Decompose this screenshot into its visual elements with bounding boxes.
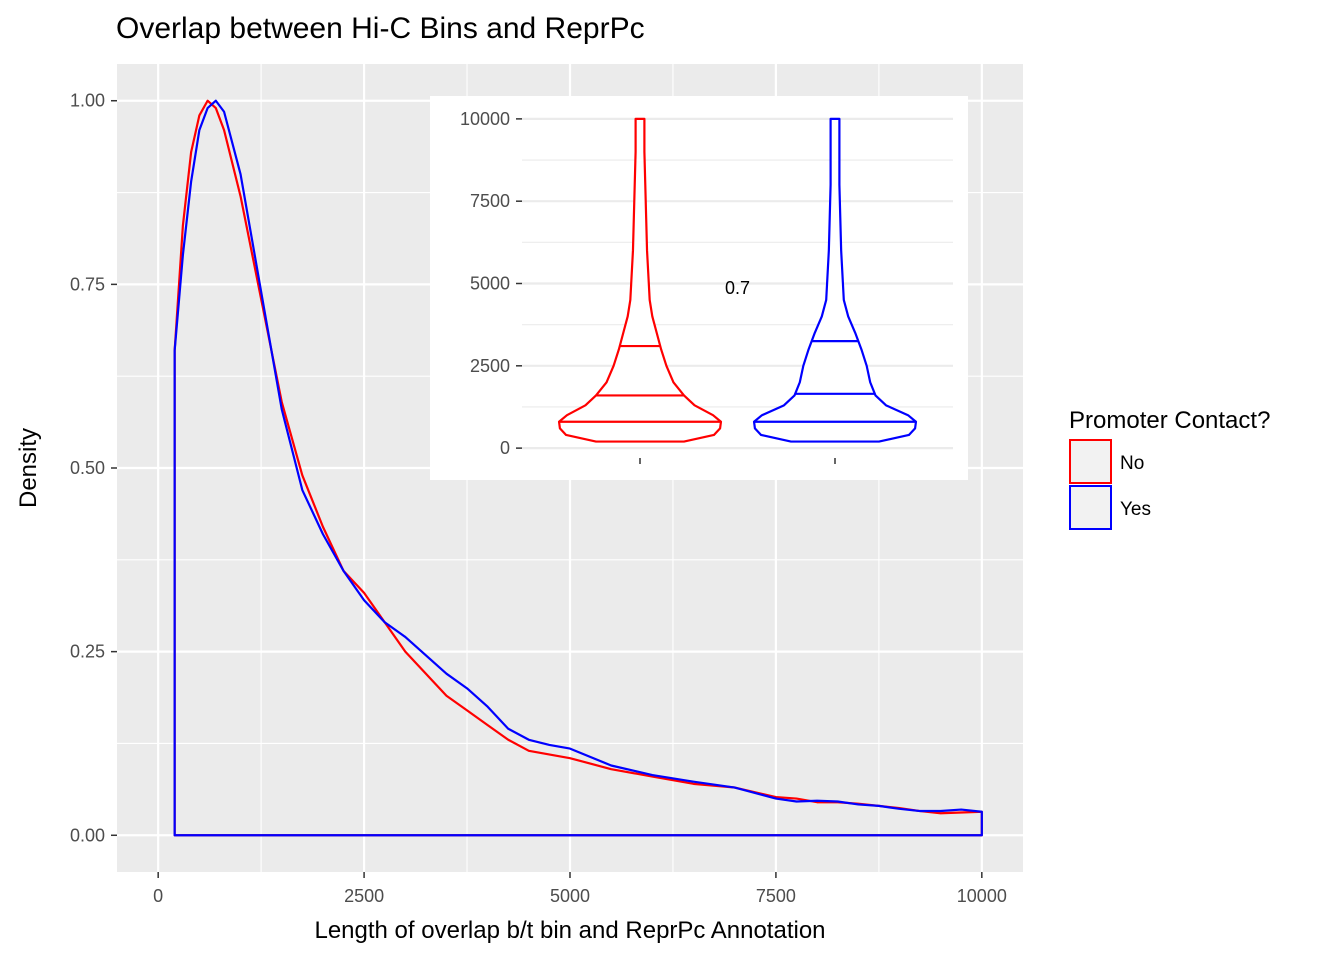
inset-y-tick-label: 0 xyxy=(500,438,510,458)
x-axis-label: Length of overlap b/t bin and ReprPc Ann… xyxy=(314,917,825,944)
legend: Promoter Contact? No Yes xyxy=(1069,407,1270,530)
density-curve-yes xyxy=(173,99,983,837)
inset-y-tick-label: 2500 xyxy=(470,356,510,376)
y-tick-label: 0.00 xyxy=(70,825,105,845)
x-tick-label: 10000 xyxy=(957,886,1007,906)
inset-violin-plot: 0 2500 5000 7500 10000 0.7 xyxy=(430,96,968,480)
y-axis-label: Density xyxy=(15,428,42,508)
legend-label-yes: Yes xyxy=(1120,499,1151,520)
legend-key-no xyxy=(1069,439,1112,484)
legend-title: Promoter Contact? xyxy=(1069,407,1270,434)
x-tick-label: 5000 xyxy=(550,886,590,906)
y-tick-label: 0.75 xyxy=(70,274,105,294)
series-layer xyxy=(173,99,983,837)
inset-y-tick-label: 10000 xyxy=(460,109,510,129)
inset-grid xyxy=(522,117,953,450)
violin-yes xyxy=(752,117,918,443)
chart-title: Overlap between Hi-C Bins and ReprPc xyxy=(116,12,645,45)
legend-items: No Yes xyxy=(1069,439,1151,530)
y-tick-label: 0.50 xyxy=(70,458,105,478)
y-axis-ticks: 0.00 0.25 0.50 0.75 1.00 xyxy=(70,91,117,845)
violin-no xyxy=(557,117,723,443)
inset-y-tick-label: 7500 xyxy=(470,191,510,211)
inset-y-tick-label: 5000 xyxy=(470,274,510,294)
inset-annotation: 0.7 xyxy=(725,278,750,298)
inset-violins xyxy=(557,117,918,443)
x-tick-label: 7500 xyxy=(756,886,796,906)
inset-y-axis-ticks: 0 2500 5000 7500 10000 xyxy=(460,109,522,458)
x-tick-label: 2500 xyxy=(344,886,384,906)
inset-x-axis-ticks xyxy=(639,458,836,464)
y-tick-label: 1.00 xyxy=(70,91,105,111)
x-tick-label: 0 xyxy=(153,886,163,906)
legend-key-yes xyxy=(1069,485,1112,530)
x-axis-ticks: 0 2500 5000 7500 10000 xyxy=(153,872,1007,906)
legend-label-no: No xyxy=(1120,453,1144,474)
y-tick-label: 0.25 xyxy=(70,642,105,662)
